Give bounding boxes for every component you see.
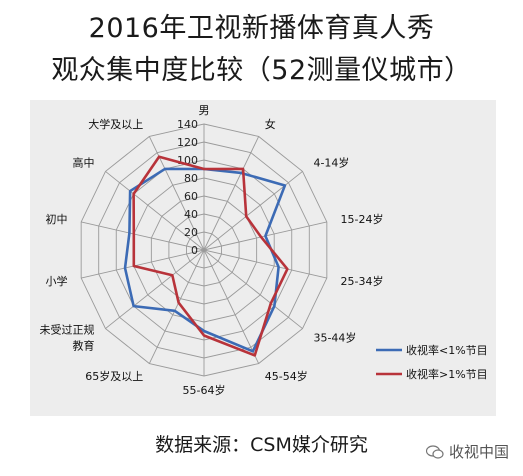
category-label: 35-44岁 xyxy=(313,330,356,344)
category-label: 25-34岁 xyxy=(340,274,383,288)
category-label: 高中 xyxy=(73,156,95,170)
category-label: 初中 xyxy=(46,212,68,226)
chart-title-line2: 观众集中度比较（52测量仪城市） xyxy=(51,55,472,86)
series-line-2 xyxy=(132,155,289,357)
series-line-1 xyxy=(123,167,287,353)
watermark: 收视中国 xyxy=(425,441,509,462)
category-label: 4-14岁 xyxy=(313,156,349,170)
data-source-note: 数据来源：CSM媒介研究 xyxy=(155,434,368,456)
axis-spoke-8 xyxy=(148,249,205,364)
axis-spoke-11 xyxy=(81,221,205,251)
radial-tick-label: 120 xyxy=(177,136,198,149)
radial-tick-label: 40 xyxy=(184,208,198,221)
category-label: 未受过正规教育 xyxy=(40,322,95,352)
category-label: 小学 xyxy=(46,274,68,288)
category-label: 15-24岁 xyxy=(340,212,383,226)
axis-spoke-13 xyxy=(148,136,205,251)
radial-tick-label: 0 xyxy=(191,244,198,257)
chart-title-line1: 2016年卫视新播体育真人秀 xyxy=(88,13,435,44)
legend-label-2: 收视率>1%节目 xyxy=(406,367,488,381)
category-label: 55-64岁 xyxy=(183,383,226,397)
category-label: 男 xyxy=(199,104,210,117)
axis-spoke-5 xyxy=(203,249,303,329)
watermark-text: 收视中国 xyxy=(448,443,509,461)
category-label: 65岁及以上 xyxy=(85,369,143,383)
axis-spoke-10 xyxy=(81,249,205,279)
wechat-icon xyxy=(425,444,444,459)
radial-tick-label: 20 xyxy=(184,226,198,239)
radar-chart-area: 0 20 40 60 80 100 120 140 男女 4-14岁 15-24岁 25-34岁 35-… xyxy=(30,100,496,416)
axis-spoke-12 xyxy=(105,171,205,251)
axis-spoke-9 xyxy=(105,249,205,329)
category-label: 大学及以上 xyxy=(88,117,143,131)
legend-label-1: 收视率<1%节目 xyxy=(406,343,488,357)
axis-spoke-2 xyxy=(203,171,303,251)
axis-spoke-6 xyxy=(203,249,260,364)
radial-tick-label: 140 xyxy=(177,118,198,131)
category-label: 45-54岁 xyxy=(265,369,308,383)
radar-chart: 020406080100120140男女4-14岁15-24岁25-34岁35-… xyxy=(40,104,488,397)
radial-tick-label: 60 xyxy=(184,190,198,203)
axis-spoke-1 xyxy=(203,136,260,251)
category-label: 女 xyxy=(265,117,276,131)
axis-spoke-4 xyxy=(203,249,327,279)
radial-tick-label: 80 xyxy=(184,172,198,185)
